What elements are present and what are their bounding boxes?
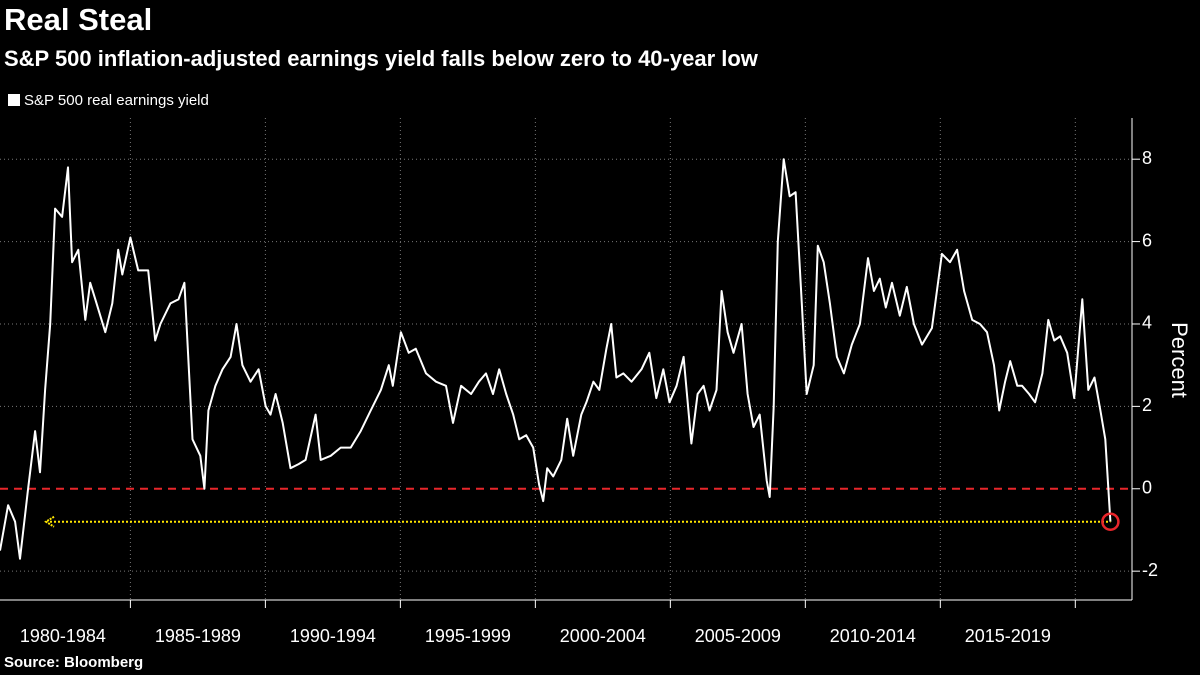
y-tick-label: 0: [1142, 478, 1152, 498]
x-tick-label: 1980-1984: [20, 626, 106, 646]
x-tick-label: 2000-2004: [560, 626, 646, 646]
low-point: [1101, 512, 1120, 531]
x-tick-label: 2015-2019: [965, 626, 1051, 646]
low-arrow: [44, 515, 55, 528]
y-axis-label: Percent: [1167, 322, 1192, 398]
x-tick-label: 2005-2009: [695, 626, 781, 646]
y-tick-label: 2: [1142, 395, 1152, 415]
x-tick-label: 1995-1999: [425, 626, 511, 646]
chart-title: Real Steal: [4, 2, 152, 37]
x-tick-label: 1990-1994: [290, 626, 376, 646]
y-tick-label: -2: [1142, 560, 1158, 580]
series-line: [0, 158, 1112, 560]
legend-label: S&P 500 real earnings yield: [24, 92, 209, 109]
y-tick-label: 4: [1142, 313, 1152, 333]
legend-swatch: [8, 94, 20, 106]
x-tick-label: 2010-2014: [830, 626, 916, 646]
source: Source: Bloomberg: [4, 654, 143, 671]
y-tick-label: 6: [1142, 230, 1152, 250]
chart-subtitle: S&P 500 inflation-adjusted earnings yiel…: [4, 46, 759, 71]
x-tick-label: 1985-1989: [155, 626, 241, 646]
y-tick-label: 8: [1142, 148, 1152, 168]
